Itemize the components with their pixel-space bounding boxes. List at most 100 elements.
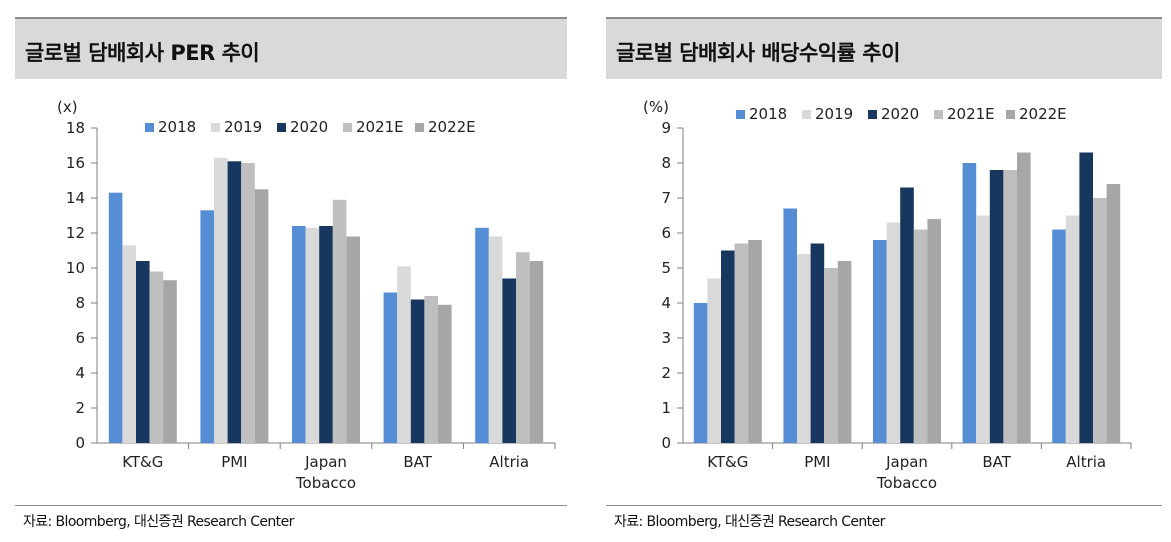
x-category-label: BAT (403, 453, 432, 471)
x-category-label: Altria (489, 453, 529, 471)
bar-2022e (748, 240, 762, 443)
y-tick-label: 9 (661, 119, 671, 137)
legend-swatch (868, 110, 877, 119)
legend-label: 2019 (815, 105, 853, 123)
source-note: 자료: Bloomberg, 대신증권 Research Center (23, 514, 294, 530)
legend-swatch (934, 110, 943, 119)
bar-2021e (824, 268, 838, 443)
bar-2020 (319, 226, 333, 443)
bar-2018 (292, 226, 306, 443)
dividend-chart-panel: 글로벌 담배회사 배당수익률 추이 (%) 0 1 2 3 4 5 6 7 8 9 KT&G PMI Ja… (606, 0, 1162, 542)
bar-2020 (136, 261, 150, 443)
y-tick-label: 0 (75, 434, 85, 452)
x-category-label: KT&G (707, 453, 748, 471)
bar-2020 (989, 170, 1004, 443)
y-tick-label: 2 (75, 399, 85, 417)
x-category-label: Japan (885, 453, 928, 471)
bar-2021e (1093, 198, 1107, 443)
y-tick-label: 18 (66, 119, 85, 137)
bar-2021e (424, 296, 438, 443)
bar-2022e (163, 280, 177, 443)
source-divider (15, 505, 567, 506)
legend-swatch (145, 123, 154, 132)
legend-label: 2021E (356, 118, 404, 136)
x-category-label: Tobacco (295, 474, 356, 492)
dividend-bar-chart: (%) 0 1 2 3 4 5 6 7 8 9 KT&G PMI Japan Tobacco BAT Altri… (643, 98, 1132, 492)
legend-label: 2020 (290, 118, 328, 136)
legend-swatch (1006, 110, 1015, 119)
bar-2021e (913, 229, 928, 443)
legend-swatch (277, 123, 286, 132)
y-tick-label: 16 (66, 154, 85, 172)
y-tick-label: 6 (75, 329, 85, 347)
bar-2020 (502, 278, 516, 443)
bar-2018 (383, 292, 398, 443)
bar-2022e (837, 261, 852, 443)
bar-2020 (1079, 152, 1093, 443)
y-tick-label: 2 (661, 364, 671, 382)
bar-2021e (1003, 170, 1017, 443)
bar-2018 (873, 240, 887, 443)
bar-2021e (149, 271, 164, 443)
title-bar: 글로벌 담배회사 PER 추이 (15, 17, 567, 79)
y-tick-label: 0 (661, 434, 671, 452)
bar-2022e (529, 261, 544, 443)
x-category-label: PMI (221, 453, 247, 471)
y-tick-label: 10 (66, 259, 85, 277)
bar-2019 (797, 254, 811, 443)
bar-2022e (1017, 152, 1031, 443)
chart-title: 글로벌 담배회사 배당수익률 추이 (616, 41, 900, 65)
bar-2018 (1052, 229, 1066, 443)
x-category-label: PMI (804, 453, 830, 471)
legend-label: 2018 (158, 118, 196, 136)
y-unit-label: (%) (643, 98, 669, 116)
title-bar: 글로벌 담배회사 배당수익률 추이 (606, 17, 1162, 79)
y-tick-label: 4 (661, 294, 671, 312)
legend-swatch (736, 110, 745, 119)
y-tick-label: 6 (661, 224, 671, 242)
y-tick-label: 7 (661, 189, 671, 207)
legend-swatch (802, 110, 811, 119)
bar-2021e (241, 163, 255, 443)
per-chart-panel: 글로벌 담배회사 PER 추이 (x) 0 2 4 6 8 10 12 14 16 18 KT&G PM… (15, 0, 567, 542)
bar-2020 (410, 299, 425, 443)
bar-2019 (488, 236, 503, 443)
y-unit-label: (x) (57, 98, 78, 116)
bar-2019 (1065, 215, 1080, 443)
bar-2019 (397, 266, 411, 444)
legend-swatch (211, 123, 220, 132)
bar-2020 (721, 250, 735, 443)
y-tick-label: 8 (661, 154, 671, 172)
legend-label: 2018 (749, 105, 787, 123)
legend-swatch (415, 123, 424, 132)
bar-2022e (927, 219, 941, 443)
bar-2018 (200, 210, 214, 444)
bar-2022e (346, 236, 360, 443)
y-tick-label: 12 (66, 224, 85, 242)
chart-title: 글로벌 담배회사 PER 추이 (25, 41, 260, 65)
bar-2019 (976, 215, 990, 443)
y-tick-label: 8 (75, 294, 85, 312)
bar-2020 (227, 161, 242, 444)
bar-2018 (962, 163, 977, 443)
legend-label: 2019 (224, 118, 262, 136)
x-category-label: Tobacco (876, 474, 937, 492)
y-tick-label: 14 (66, 189, 85, 207)
per-bar-chart: (x) 0 2 4 6 8 10 12 14 16 18 KT&G PMI Japan Tobacco BAT… (57, 98, 556, 492)
bar-2021e (516, 252, 530, 443)
x-category-label: Altria (1066, 453, 1106, 471)
bar-2019 (122, 245, 136, 444)
bar-2022e (254, 189, 269, 444)
bar-2018 (108, 192, 123, 443)
bar-2019 (707, 278, 721, 443)
bar-2019 (886, 222, 901, 443)
bar-2021e (332, 199, 347, 444)
y-tick-label: 1 (661, 399, 671, 417)
y-tick-label: 5 (661, 259, 671, 277)
bar-2021e (734, 243, 749, 443)
bar-2018 (783, 208, 797, 443)
bar-2020 (900, 187, 914, 443)
legend-label: 2021E (947, 105, 995, 123)
legend-label: 2022E (428, 118, 476, 136)
legend-label: 2020 (881, 105, 919, 123)
